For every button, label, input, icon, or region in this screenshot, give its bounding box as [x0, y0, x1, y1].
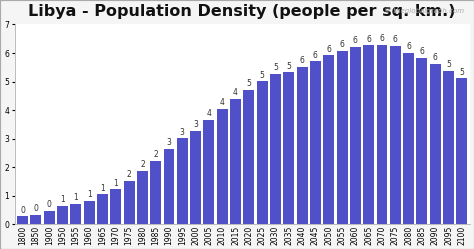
- Text: 5: 5: [260, 70, 264, 79]
- Bar: [443, 71, 454, 224]
- Bar: [44, 211, 55, 224]
- Bar: [110, 189, 121, 224]
- Bar: [177, 138, 188, 224]
- Text: 5: 5: [246, 79, 251, 88]
- Bar: [17, 216, 28, 224]
- Text: 1: 1: [113, 179, 118, 187]
- Text: 5: 5: [459, 68, 465, 77]
- Bar: [70, 203, 81, 224]
- Bar: [430, 64, 441, 224]
- Text: 4: 4: [233, 88, 238, 98]
- Bar: [363, 45, 374, 224]
- Bar: [217, 109, 228, 224]
- Text: 0: 0: [20, 206, 25, 215]
- Text: 6: 6: [313, 51, 318, 60]
- Text: 4: 4: [220, 98, 225, 107]
- Bar: [456, 78, 467, 224]
- Bar: [376, 45, 387, 224]
- Text: 2: 2: [127, 170, 131, 179]
- Text: 1: 1: [73, 193, 78, 202]
- Text: 6: 6: [406, 42, 411, 51]
- Bar: [203, 120, 214, 224]
- Text: 3: 3: [166, 138, 172, 147]
- Text: 6: 6: [326, 45, 331, 54]
- Text: 4: 4: [207, 109, 211, 118]
- Bar: [417, 58, 428, 224]
- Text: 6: 6: [339, 40, 345, 49]
- Bar: [270, 74, 281, 224]
- Title: Libya - Population Density (people per sq. km.): Libya - Population Density (people per s…: [28, 4, 456, 19]
- Text: 6: 6: [353, 36, 358, 45]
- Text: 6: 6: [419, 47, 424, 56]
- Bar: [84, 201, 95, 224]
- Bar: [283, 72, 294, 224]
- Text: 5: 5: [286, 62, 291, 71]
- Bar: [230, 99, 241, 224]
- Bar: [297, 67, 308, 224]
- Bar: [244, 89, 255, 224]
- Bar: [337, 51, 347, 224]
- Bar: [137, 171, 148, 224]
- Text: 3: 3: [193, 120, 198, 129]
- Text: 6: 6: [366, 35, 371, 44]
- Bar: [30, 215, 41, 224]
- Bar: [97, 194, 108, 224]
- Bar: [164, 149, 174, 224]
- Bar: [403, 53, 414, 224]
- Text: 0: 0: [34, 204, 38, 213]
- Bar: [323, 55, 334, 224]
- Text: © theglobalgraph.com: © theglobalgraph.com: [384, 7, 465, 14]
- Bar: [390, 46, 401, 224]
- Text: 1: 1: [100, 184, 105, 193]
- Text: 6: 6: [300, 56, 305, 65]
- Bar: [257, 81, 268, 224]
- Bar: [57, 205, 68, 224]
- Bar: [124, 181, 135, 224]
- Text: 6: 6: [380, 34, 384, 43]
- Text: 3: 3: [180, 127, 185, 136]
- Bar: [190, 131, 201, 224]
- Text: 5: 5: [273, 63, 278, 72]
- Text: 6: 6: [393, 35, 398, 44]
- Text: 2: 2: [140, 160, 145, 169]
- Bar: [150, 161, 161, 224]
- Text: 6: 6: [433, 54, 438, 62]
- Text: 2: 2: [153, 150, 158, 159]
- Bar: [310, 61, 321, 224]
- Bar: [350, 47, 361, 224]
- Text: 1: 1: [87, 190, 91, 199]
- Text: 5: 5: [446, 60, 451, 69]
- Text: 1: 1: [60, 195, 65, 204]
- Text: 0: 0: [47, 200, 52, 209]
